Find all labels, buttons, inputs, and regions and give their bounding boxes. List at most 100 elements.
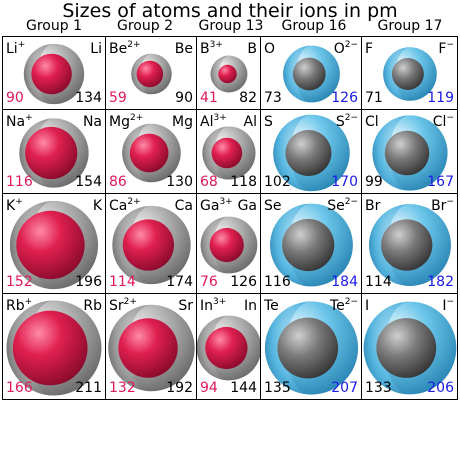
atom-core-sphere-se — [282, 218, 335, 272]
atom-radius-value: 118 — [230, 174, 257, 190]
cation-sphere-na — [25, 126, 78, 180]
ion-charge: 2− — [344, 40, 358, 50]
ion-charge: 2+ — [127, 40, 141, 50]
atom-radius-value: 144 — [230, 380, 257, 396]
ion-symbol-text: Te — [329, 298, 345, 314]
ion-charge: − — [446, 197, 454, 207]
ion-symbol: Mg2+ — [109, 114, 143, 131]
cation-sphere-b — [218, 64, 237, 84]
ion-radius-value: 116 — [6, 174, 33, 190]
atom-radius-value: 196 — [75, 274, 102, 290]
sphere-illustration-o — [283, 45, 340, 103]
ion-symbol: Al3+ — [200, 113, 227, 131]
cutaway-shell-br — [369, 204, 410, 286]
sphere-illustration-k — [9, 200, 99, 290]
ion-symbol: Li+ — [6, 40, 26, 58]
ion-charge: − — [446, 113, 454, 123]
ion-symbol: Se2− — [327, 197, 358, 215]
group-header-row: Group 1 Group 2 Group 13 Group 16 Group … — [0, 17, 460, 35]
ion-symbol: B3+ — [200, 40, 223, 58]
cutaway-shell-te — [264, 301, 312, 395]
atom-radius-value: 90 — [175, 90, 193, 106]
ion-charge: 2− — [344, 113, 358, 123]
atom-radius-value: 174 — [166, 274, 193, 290]
element-cell-br: Br Br− 114 182 — [361, 193, 457, 293]
figure-title: Sizes of atoms and their ions in pm — [62, 0, 398, 22]
ion-charge: + — [17, 40, 26, 50]
element-cell-sr: Sr2+ Sr 132 192 — [105, 293, 196, 399]
atom-symbol: Ga — [237, 198, 257, 214]
cutaway-shell-se — [270, 203, 312, 287]
atom-symbol: B — [247, 41, 257, 57]
atom-symbol: Te — [264, 298, 279, 314]
cation-sphere-sr — [118, 318, 178, 378]
atom-symbol: Cl — [365, 114, 379, 130]
atom-radius-value: 114 — [365, 274, 392, 290]
sphere-illustration-s — [273, 114, 350, 192]
ion-symbol: Br− — [431, 197, 454, 215]
cation-sphere-ca — [122, 219, 175, 271]
atom-radius-value: 133 — [365, 380, 392, 396]
element-cell-se: Se Se2− 116 184 — [260, 193, 361, 293]
ion-symbol-text: Br — [365, 198, 381, 214]
group-header-13: Group 13 — [198, 18, 264, 34]
ion-charge: 2− — [344, 197, 358, 207]
cutaway-shell-cl — [372, 115, 410, 191]
cutaway-shell-b — [210, 55, 229, 93]
atom-symbol: I — [365, 298, 369, 314]
ion-radius-value: 90 — [6, 90, 24, 106]
sphere-illustration-cl — [372, 115, 448, 191]
sphere-illustration-ca — [112, 205, 191, 285]
cation-sphere-mg — [129, 133, 169, 173]
ion-radius-value: 126 — [331, 90, 358, 106]
ion-symbol: Ca2+ — [109, 197, 141, 215]
ion-radius-value: 41 — [200, 90, 218, 106]
ion-symbol-text: Ca — [109, 198, 128, 214]
cutaway-shell-f — [383, 47, 410, 101]
sphere-illustration-al — [202, 126, 256, 180]
ion-symbol-text: In — [200, 298, 214, 314]
cation-sphere-al — [211, 137, 243, 169]
ion-symbol: I− — [442, 298, 454, 315]
cation-sphere-rb — [12, 310, 88, 386]
element-cell-rb: Rb+ Rb 166 211 — [3, 293, 105, 399]
ion-symbol-text: Be — [109, 41, 128, 57]
atom-symbol: In — [243, 298, 257, 314]
ion-symbol-text: Rb — [6, 298, 25, 314]
ion-symbol: O2− — [334, 40, 358, 58]
ion-radius-value: 206 — [427, 380, 454, 396]
atom-symbol: Na — [82, 114, 102, 130]
ion-radius-value: 94 — [200, 380, 218, 396]
ion-symbol-text: Se — [264, 198, 282, 214]
ion-radius-value: 167 — [427, 174, 454, 190]
cutaway-shell-na — [19, 118, 54, 188]
ion-charge: 2+ — [127, 197, 141, 207]
ion-charge: 3+ — [213, 297, 227, 307]
ion-symbol: S2− — [336, 113, 358, 131]
cation-sphere-li — [31, 53, 72, 95]
ion-charge: 2+ — [123, 297, 137, 307]
ion-symbol-text: F — [365, 41, 374, 57]
cation-sphere-ga — [209, 227, 244, 263]
sphere-illustration-li — [23, 43, 85, 105]
element-cell-te: Te Te2− 135 207 — [260, 293, 361, 399]
atom-symbol: Br — [365, 198, 380, 214]
ion-charge: 3+ — [213, 113, 227, 123]
sphere-illustration-sr — [108, 304, 195, 392]
atom-symbol: K — [92, 198, 102, 214]
ion-symbol-text: Li — [6, 41, 18, 57]
ion-radius-value: 182 — [427, 274, 454, 290]
cutaway-shell-li — [23, 43, 54, 105]
ion-charge: 3+ — [209, 40, 223, 50]
cation-sphere-in — [205, 326, 248, 370]
ion-symbol-text: I — [365, 298, 370, 314]
ion-symbol-text: Mg — [109, 114, 130, 130]
sphere-illustration-rb — [6, 300, 102, 396]
atom-core-sphere-i — [376, 318, 437, 378]
sphere-illustration-se — [270, 203, 353, 287]
ion-charge: − — [446, 40, 454, 50]
element-cell-ca: Ca2+ Ca 114 174 — [105, 193, 196, 293]
cutaway-shell-sr — [108, 304, 152, 392]
ion-radius-value: 170 — [331, 174, 358, 190]
atom-radius-value: 73 — [264, 90, 282, 106]
